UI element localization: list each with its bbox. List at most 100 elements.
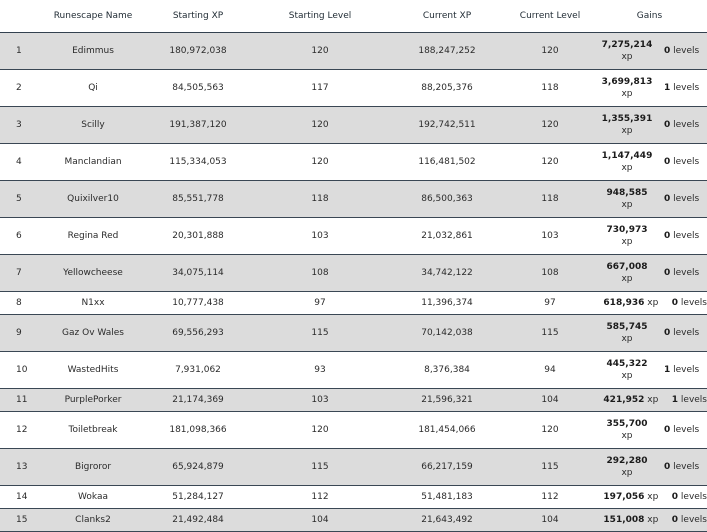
player-name-cell[interactable]: Yellowcheese	[44, 254, 142, 292]
player-name-cell[interactable]: Quixilver10	[44, 180, 142, 218]
player-name-cell[interactable]: Scilly	[44, 106, 142, 144]
player-name-cell[interactable]: PurplePorker	[44, 388, 142, 412]
levels-unit-label: levels	[673, 230, 700, 241]
xp-unit-label: xp	[621, 125, 633, 136]
levels-unit-label: levels	[673, 45, 700, 56]
gains-column-header[interactable]: Gains	[592, 0, 707, 33]
levels-unit-label: levels	[680, 491, 707, 502]
xp-gain-value: 3,699,813	[601, 76, 653, 87]
current-xp-cell: 11,396,374	[386, 291, 508, 315]
starting-level-column-header[interactable]: Starting Level	[254, 0, 386, 33]
current-level-cell: 120	[508, 106, 592, 144]
starting-xp-cell: 180,972,038	[142, 32, 254, 70]
player-name-cell[interactable]: Edimmus	[44, 32, 142, 70]
gains-cell: 730,973 xp 0 levels	[592, 217, 707, 255]
level-gain: 0 levels	[664, 46, 699, 56]
level-gain-value: 0	[664, 156, 671, 167]
player-name-cell[interactable]: Wokaa	[44, 485, 142, 509]
current-xp-column-header[interactable]: Current XP	[386, 0, 508, 33]
starting-xp-cell: 21,174,369	[142, 388, 254, 412]
starting-xp-cell: 85,551,778	[142, 180, 254, 218]
xp-gain-value: 292,280	[606, 455, 648, 466]
current-level-cell: 118	[508, 180, 592, 218]
rank-cell: 5	[0, 180, 44, 218]
xp-gain-value: 618,936	[603, 297, 645, 308]
levels-unit-label: levels	[680, 297, 707, 308]
level-gain: 0 levels	[664, 194, 699, 204]
xp-unit-label: xp	[621, 88, 633, 99]
current-xp-cell: 70,142,038	[386, 314, 508, 352]
level-gain: 0 levels	[664, 157, 699, 167]
table-row: 5 Quixilver10 85,551,778 118 86,500,363 118 94…	[0, 180, 707, 218]
levels-unit-label: levels	[680, 394, 707, 405]
player-name-cell[interactable]: Regina Red	[44, 217, 142, 255]
current-level-cell: 115	[508, 314, 592, 352]
current-xp-cell: 86,500,363	[386, 180, 508, 218]
current-level-column-header[interactable]: Current Level	[508, 0, 592, 33]
player-name-cell[interactable]: Qi	[44, 69, 142, 107]
starting-xp-column-header[interactable]: Starting XP	[142, 0, 254, 33]
current-xp-cell: 8,376,384	[386, 351, 508, 389]
starting-level-cell: 112	[254, 485, 386, 509]
gains-wrapper: 730,973 xp 0 levels	[592, 224, 707, 248]
starting-level-cell: 103	[254, 388, 386, 412]
level-gain-value: 0	[664, 193, 671, 204]
current-xp-cell: 192,742,511	[386, 106, 508, 144]
current-xp-cell: 181,454,066	[386, 411, 508, 449]
level-gain-value: 0	[671, 514, 679, 525]
player-name-cell[interactable]: WastedHits	[44, 351, 142, 389]
level-gain-value: 0	[664, 424, 671, 435]
levels-unit-label: levels	[673, 119, 700, 130]
xp-unit-label: xp	[621, 162, 633, 173]
name-column-header[interactable]: Runescape Name	[44, 0, 142, 33]
rank-column-header	[0, 0, 44, 33]
levels-unit-label: levels	[673, 156, 700, 167]
rank-cell: 15	[0, 508, 44, 532]
xp-gain: 421,952 xp	[592, 394, 670, 406]
starting-xp-cell: 65,924,879	[142, 448, 254, 486]
starting-level-cell: 115	[254, 448, 386, 486]
player-name-cell[interactable]: Manclandian	[44, 143, 142, 181]
player-name-cell[interactable]: Bigroror	[44, 448, 142, 486]
current-level-cell: 103	[508, 217, 592, 255]
level-gain: 1 levels	[672, 395, 707, 405]
xp-gain: 151,008 xp	[592, 514, 670, 526]
rank-cell: 2	[0, 69, 44, 107]
player-name-cell[interactable]: Clanks2	[44, 508, 142, 532]
rank-cell: 8	[0, 291, 44, 315]
gains-wrapper: 585,745 xp 0 levels	[592, 321, 707, 345]
table-header-row: Runescape Name Starting XP Starting Leve…	[0, 0, 707, 33]
gains-cell: 3,699,813 xp 1 levels	[592, 69, 707, 107]
xp-gain: 355,700 xp	[592, 418, 662, 442]
xp-gain: 197,056 xp	[592, 491, 670, 503]
xp-gain-value: 948,585	[606, 187, 648, 198]
xp-gain: 7,275,214 xp	[592, 39, 662, 63]
starting-level-cell: 120	[254, 143, 386, 181]
xp-gain: 292,280 xp	[592, 455, 662, 479]
levels-unit-label: levels	[680, 514, 707, 525]
levels-unit-label: levels	[673, 327, 700, 338]
player-name-cell[interactable]: N1xx	[44, 291, 142, 315]
current-level-cell: 115	[508, 448, 592, 486]
player-name-cell[interactable]: Toiletbreak	[44, 411, 142, 449]
gains-wrapper: 445,322 xp 1 levels	[592, 358, 707, 382]
xp-unit-label: xp	[621, 236, 633, 247]
starting-level-cell: 115	[254, 314, 386, 352]
gains-wrapper: 667,008 xp 0 levels	[592, 261, 707, 285]
player-name-cell[interactable]: Gaz Ov Wales	[44, 314, 142, 352]
xp-unit-label: xp	[647, 491, 659, 502]
xp-gain-value: 445,322	[606, 358, 648, 369]
gains-wrapper: 151,008 xp 0 levels	[592, 514, 707, 526]
rank-cell: 11	[0, 388, 44, 412]
gains-cell: 355,700 xp 0 levels	[592, 411, 707, 449]
levels-unit-label: levels	[673, 82, 700, 93]
starting-xp-cell: 21,492,484	[142, 508, 254, 532]
table-row: 14 Wokaa 51,284,127 112 51,481,183 112 197,056…	[0, 485, 707, 509]
rank-cell: 3	[0, 106, 44, 144]
level-gain: 0 levels	[664, 268, 699, 278]
level-gain: 0 levels	[664, 425, 699, 435]
starting-xp-cell: 84,505,563	[142, 69, 254, 107]
xp-gain: 1,147,449 xp	[592, 150, 662, 174]
starting-xp-cell: 115,334,053	[142, 143, 254, 181]
current-xp-cell: 188,247,252	[386, 32, 508, 70]
